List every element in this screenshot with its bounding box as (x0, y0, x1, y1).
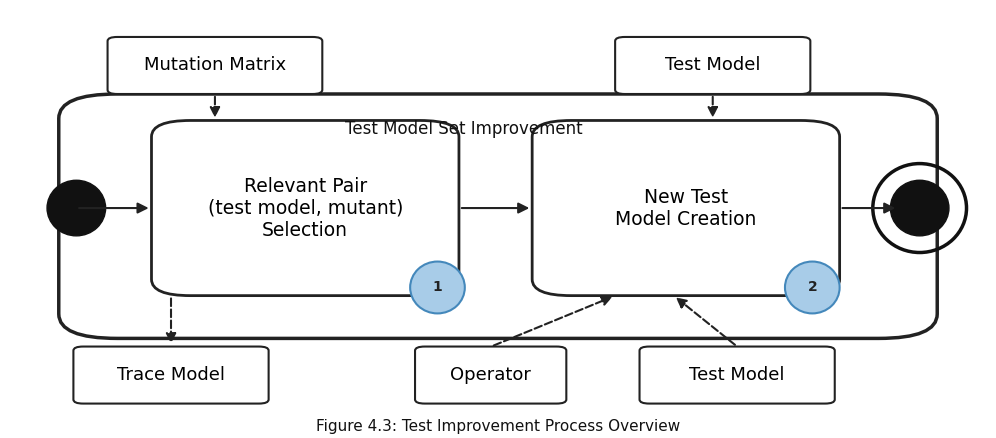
Text: Mutation Matrix: Mutation Matrix (143, 57, 286, 74)
Text: Test Model Set Improvement: Test Model Set Improvement (345, 120, 583, 138)
FancyBboxPatch shape (108, 37, 323, 94)
Text: Figure 4.3: Test Improvement Process Overview: Figure 4.3: Test Improvement Process Ove… (316, 419, 680, 434)
FancyBboxPatch shape (74, 346, 269, 403)
Text: 1: 1 (432, 280, 442, 294)
Text: 2: 2 (808, 280, 817, 294)
Ellipse shape (785, 261, 840, 314)
Text: New Test
Model Creation: New Test Model Creation (616, 187, 757, 229)
FancyBboxPatch shape (59, 94, 937, 339)
FancyBboxPatch shape (639, 346, 835, 403)
FancyBboxPatch shape (151, 120, 459, 296)
Text: Test Model: Test Model (689, 366, 785, 384)
Ellipse shape (410, 261, 465, 314)
Text: Relevant Pair
(test model, mutant)
Selection: Relevant Pair (test model, mutant) Selec… (207, 177, 403, 240)
FancyBboxPatch shape (415, 346, 567, 403)
Text: Operator: Operator (450, 366, 531, 384)
Ellipse shape (47, 180, 106, 236)
Ellipse shape (890, 180, 949, 236)
FancyBboxPatch shape (616, 37, 811, 94)
Text: Trace Model: Trace Model (117, 366, 225, 384)
Text: Test Model: Test Model (665, 57, 761, 74)
FancyBboxPatch shape (532, 120, 840, 296)
